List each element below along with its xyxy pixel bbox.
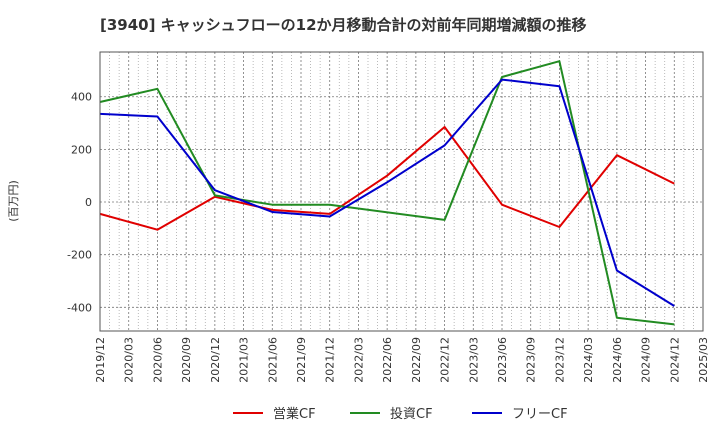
x-tick-label: 2020/06 [151, 337, 164, 383]
x-tick-label: 2023/06 [496, 337, 509, 383]
x-tick-label: 2019/12 [94, 337, 107, 383]
series-line-投資CF [99, 60, 675, 326]
x-tick-label: 2023/09 [525, 337, 538, 383]
plot-frame [99, 51, 704, 332]
legend: 営業CF 投資CF フリーCF [233, 406, 568, 422]
series-line-営業CF [99, 126, 675, 231]
grid [100, 52, 703, 331]
legend-label: 営業CF [273, 406, 316, 422]
x-tick-label: 2021/12 [324, 337, 337, 383]
y-tick-label: 0 [85, 196, 92, 209]
x-tick-label: 2022/03 [352, 337, 365, 383]
y-tick-label: -400 [67, 301, 92, 314]
x-tick-label: 2022/12 [439, 337, 452, 383]
x-tick-label: 2024/03 [582, 337, 595, 383]
x-tick-label: 2025/03 [697, 337, 710, 383]
legend-label: フリーCF [512, 407, 568, 422]
x-tick-label: 2021/06 [266, 337, 279, 383]
x-tick-label: 2024/12 [668, 337, 681, 383]
y-ticks: -400 -200 0 200 400 [67, 91, 92, 315]
y-tick-label: 200 [71, 143, 92, 156]
x-tick-label: 2020/09 [180, 337, 193, 383]
x-tick-label: 2024/09 [640, 337, 653, 383]
series-line-フリーCF [99, 78, 675, 307]
x-tick-label: 2020/12 [209, 337, 222, 383]
x-tick-label: 2022/09 [410, 337, 423, 383]
legend-label: 投資CF [390, 406, 433, 422]
x-tick-label: 2021/09 [295, 337, 308, 383]
x-tick-label: 2020/03 [123, 337, 136, 383]
y-tick-label: -200 [67, 249, 92, 262]
x-tick-label: 2023/12 [553, 337, 566, 383]
x-tick-label: 2022/06 [381, 337, 394, 383]
y-axis-label: (百万円) [7, 180, 20, 222]
x-ticks: 2019/12 2020/03 2020/06 2020/09 2020/12 2021/… [94, 337, 710, 383]
y-tick-label: 400 [71, 91, 92, 104]
x-tick-label: 2024/06 [611, 337, 624, 383]
x-tick-label: 2021/03 [238, 337, 251, 383]
chart-title: [3940] キャッシュフローの12か月移動合計の対前年同期増減額の推移 [100, 16, 587, 34]
x-tick-label: 2023/03 [467, 337, 480, 383]
series-lines [99, 60, 675, 326]
